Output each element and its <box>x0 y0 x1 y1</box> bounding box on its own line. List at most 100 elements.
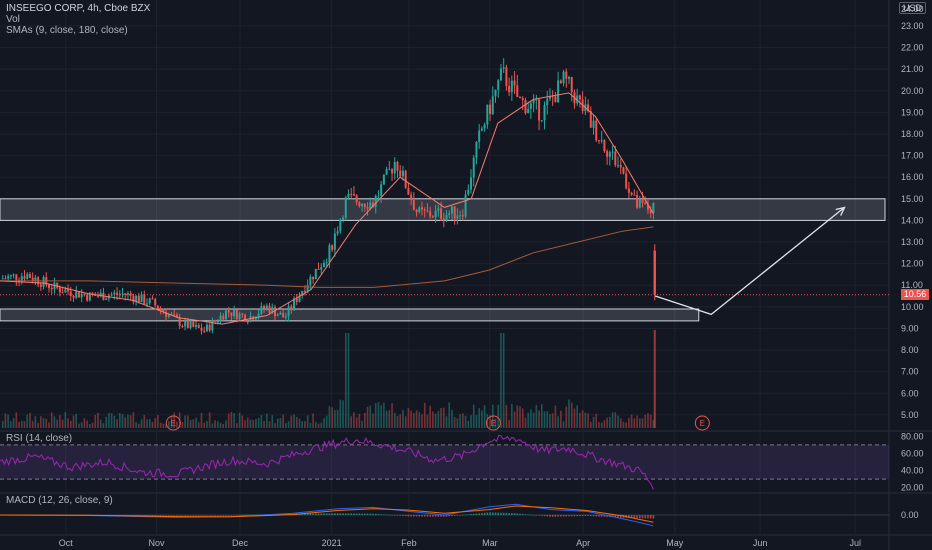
candle-body <box>328 245 331 263</box>
macd-histogram-bar <box>323 513 325 515</box>
y-tick-label: 19.00 <box>901 107 924 117</box>
macd-tick-label: 0.00 <box>901 510 919 520</box>
y-tick-label: 15.00 <box>901 194 924 204</box>
volume-bar <box>388 410 391 428</box>
macd-histogram-bar <box>317 513 320 515</box>
macd-pane[interactable] <box>0 503 889 527</box>
volume-bar <box>366 406 369 428</box>
candle-body <box>118 294 121 296</box>
candle-body <box>548 96 551 99</box>
volume-bar <box>214 420 216 428</box>
volume-bar <box>225 420 227 428</box>
volume-bar <box>459 414 461 428</box>
candle-body <box>314 268 317 280</box>
sma-lines <box>0 92 889 325</box>
candle-body <box>298 295 301 302</box>
macd-histogram-bar <box>407 515 410 517</box>
volume-bar <box>323 418 325 428</box>
volume-bar <box>86 420 88 428</box>
candle-body <box>350 193 353 195</box>
volume-bar <box>176 421 178 428</box>
volume-bar <box>619 418 622 428</box>
volume-bar <box>462 413 464 428</box>
macd-histogram-bar <box>129 515 132 516</box>
candle-body <box>135 295 138 302</box>
candle-body <box>431 216 434 218</box>
volume-bar <box>483 405 486 428</box>
volume-bar <box>189 419 192 428</box>
macd-histogram-bar <box>146 515 148 516</box>
volume-bar <box>99 419 102 428</box>
candle-body <box>393 162 396 174</box>
macd-histogram-bar <box>214 515 216 516</box>
candle-body <box>39 284 42 287</box>
macd-histogram-bar <box>393 515 396 516</box>
candle-body <box>562 71 565 84</box>
candle-body <box>69 291 72 296</box>
volume-bar <box>467 420 470 428</box>
candle-body <box>61 292 64 294</box>
volume-bar <box>61 419 64 428</box>
candle-body <box>1 278 4 280</box>
rsi-pane[interactable] <box>0 434 889 490</box>
candle-body <box>116 292 119 295</box>
currency-badge[interactable]: USD <box>898 2 926 14</box>
candle-body <box>282 312 285 318</box>
macd-histogram-bar <box>312 513 314 515</box>
candle-body <box>404 170 407 188</box>
candle-body <box>508 85 511 93</box>
candle-body <box>600 140 603 142</box>
volume-bar <box>102 423 105 428</box>
candle-body <box>284 316 287 318</box>
candle-body <box>214 320 217 322</box>
candle-body <box>303 291 306 293</box>
volume-bar <box>562 421 565 428</box>
volume-bar <box>372 413 374 428</box>
volume-bar <box>317 423 320 428</box>
macd-histogram-bar <box>246 514 249 516</box>
macd-histogram-bar <box>206 515 208 516</box>
price-zones[interactable] <box>0 198 886 322</box>
candle-body <box>418 207 421 213</box>
candle-body <box>388 169 391 171</box>
rsi-legend: RSI (14, close) <box>6 433 73 444</box>
volume-bar <box>361 420 363 428</box>
candle-body <box>464 194 467 217</box>
candle-body <box>246 321 249 323</box>
volume-bar <box>53 416 56 428</box>
candle-body <box>203 330 206 332</box>
volume-bar <box>157 415 159 428</box>
candle-body <box>352 194 355 196</box>
volume-bar <box>40 416 42 428</box>
volume-bar <box>475 415 478 428</box>
macd-histogram-bar <box>413 515 415 517</box>
rsi-tick-label: 20.00 <box>901 483 924 493</box>
macd-histogram-bar <box>404 515 407 517</box>
candle-body <box>440 208 443 219</box>
x-tick-label: Mar <box>482 538 498 548</box>
candle-body <box>619 165 622 168</box>
candle-body <box>366 207 369 209</box>
macd-histogram-bar <box>306 513 309 515</box>
candle-body <box>470 177 473 190</box>
candle-body <box>603 140 606 152</box>
candle-body <box>88 292 91 301</box>
volume-legend: Vol <box>6 14 20 25</box>
candle-body <box>42 277 45 287</box>
macd-histogram-bar <box>222 515 225 516</box>
volume-bar <box>293 414 295 428</box>
volume-bar <box>429 405 431 428</box>
candle-body <box>7 276 10 279</box>
volume-bar <box>598 422 600 428</box>
volume-bar <box>200 412 203 428</box>
candle-body <box>132 295 135 302</box>
volume-bar <box>407 408 410 428</box>
macd-histogram-bar <box>617 515 619 518</box>
candle-body <box>502 67 505 69</box>
macd-histogram-bar <box>475 513 478 515</box>
drawings[interactable] <box>654 206 846 316</box>
candle-body <box>529 103 532 109</box>
macd-histogram-bar <box>543 515 546 517</box>
candle-body <box>273 307 276 317</box>
